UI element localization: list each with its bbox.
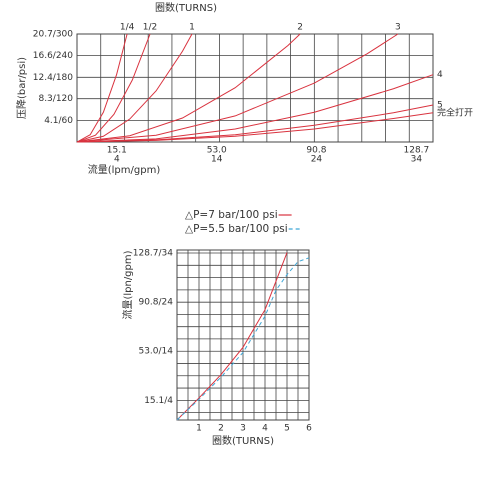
legend-label: △P=7 bar/100 psi (185, 209, 278, 221)
series-line (76, 33, 128, 143)
chart-title: 圈数(TURNS) (155, 1, 217, 14)
series-line (76, 104, 434, 143)
x-tick-label: 90.8 (306, 146, 326, 156)
series-label: 1 (189, 23, 195, 33)
y-tick-label: 90.8/24 (138, 298, 173, 308)
series-line (76, 33, 151, 143)
y-tick-label: 4.1/60 (44, 116, 73, 126)
x-tick-label: 6 (306, 424, 312, 434)
y-tick-label: 15.1/4 (144, 396, 173, 406)
series-label: 4 (437, 70, 443, 80)
y-tick-label: 12.4/180 (33, 73, 74, 83)
series-line (76, 74, 434, 143)
x-tick-label: 53.0 (207, 146, 227, 156)
y-tick-label: 128.7/34 (133, 248, 174, 258)
legend-label: △P=5.5 bar/100 psi (185, 223, 288, 235)
series-line (76, 33, 193, 143)
y-tick-label: 53.0/14 (138, 347, 173, 357)
y-axis-label: 流量(lpn/gpm) (121, 250, 134, 319)
y-tick-label: 8.3/120 (38, 94, 73, 104)
series-label: 3 (395, 23, 401, 33)
series-label: 5 (437, 100, 443, 110)
series-label: 1/4 (120, 23, 135, 33)
series-label: 2 (297, 23, 303, 33)
y-tick-label: 20.7/300 (33, 30, 74, 40)
series-line (76, 33, 399, 143)
series-line (176, 252, 288, 421)
x-tick-label: 2 (218, 424, 224, 434)
x-tick-label: 1 (196, 424, 202, 434)
y-axis-label: 压降(bar/psi) (15, 57, 28, 119)
x-tick-sublabel: 34 (411, 155, 423, 165)
y-tick-label: 16.6/240 (33, 51, 74, 61)
series-line (76, 33, 301, 143)
series-label: 完全打开 (437, 106, 473, 118)
x-tick-label: 128.7 (404, 146, 430, 156)
series-label: 1/2 (143, 23, 157, 33)
x-tick-label: 3 (240, 424, 246, 434)
x-axis-label: 流量(lpm/gpm) (88, 163, 161, 176)
series-line (176, 257, 310, 421)
x-tick-label: 5 (284, 424, 290, 434)
plot-frame (76, 33, 434, 143)
x-tick-label: 15.1 (107, 146, 127, 156)
x-tick-sublabel: 14 (211, 155, 223, 165)
x-axis-label: 圈数(TURNS) (212, 434, 274, 447)
x-tick-sublabel: 24 (311, 155, 323, 165)
plot-frame (176, 249, 310, 421)
series-line (76, 112, 434, 143)
x-tick-label: 4 (262, 424, 268, 434)
x-tick-sublabel: 4 (114, 155, 120, 165)
